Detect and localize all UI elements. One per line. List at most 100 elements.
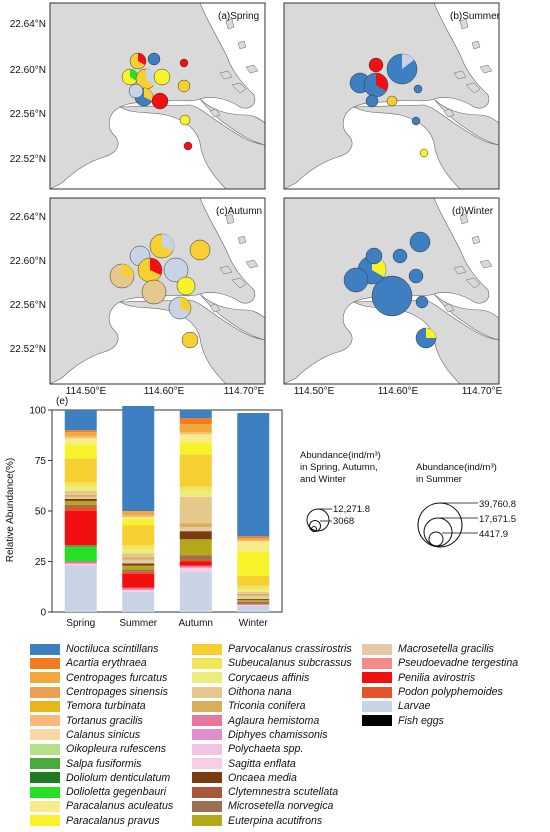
legend-swatch (30, 657, 60, 669)
y-tick-label: 22.64°N (10, 19, 46, 30)
legend-label: Paracalanus aculeatus (66, 800, 174, 813)
y-tick-label: 22.56°N (10, 300, 46, 311)
bar-segment (179, 567, 212, 572)
legend-swatch (192, 700, 222, 712)
legend-item: Microsetella norvegica (192, 799, 362, 813)
legend-label: Calanus sinicus (66, 728, 141, 741)
legend-swatch (192, 715, 222, 727)
bar-segment (64, 496, 97, 499)
bar-segment (64, 565, 97, 612)
bar-segment (179, 424, 212, 433)
bar-segment (237, 575, 270, 586)
legend-label: Pseudoevadne tergestina (398, 657, 519, 670)
bar-segment (237, 413, 270, 537)
legend-label: Dolioletta gegenbauri (66, 786, 167, 799)
legend-label: Podon polyphemoides (398, 686, 503, 699)
bar-segment (64, 458, 97, 483)
legend-label: Tortanus gracilis (66, 714, 143, 727)
bar-segment (179, 539, 212, 556)
legend-item: Centropages sinensis (30, 685, 192, 699)
legend-item: Oikopleura rufescens (30, 742, 192, 756)
y-tick-label: 22.56°N (10, 109, 46, 120)
legend-label: Clytemnestra scutellata (228, 786, 339, 799)
legend-item: Oncaea media (192, 771, 362, 785)
bar-segment (64, 504, 97, 507)
legend-item: Macrosetella gracilis (362, 642, 546, 656)
legend-item: Parvocalanus crassirostris (192, 642, 362, 656)
size-legend-title: and Winter (300, 474, 346, 485)
legend-item: Salpa fusiformis (30, 756, 192, 770)
legend-swatch (192, 786, 222, 798)
bar-segment (179, 496, 212, 524)
y-tick-label: 100 (29, 406, 46, 417)
map-panel-spring: (a)Spring (49, 2, 266, 190)
legend-swatch (30, 715, 60, 727)
bar-segment (122, 589, 155, 592)
legend-item: Aglaura hemistoma (192, 713, 362, 727)
x-tick-label: Summer (119, 618, 157, 629)
legend-swatch (192, 657, 222, 669)
legend-item: Subeucalanus subcrassus (192, 656, 362, 670)
map-y-axis-top: 22.64°N 22.60°N 22.56°N 22.52°N (10, 19, 46, 165)
bar-segment (179, 565, 212, 568)
x-tick-label: 114.50°E (66, 386, 107, 397)
size-circle (306, 508, 330, 532)
legend-label: Oncaea media (228, 771, 297, 784)
bar-segment (237, 591, 270, 594)
legend-item: Clytemnestra scutellata (192, 785, 362, 799)
legend-item: Acartia erythraea (30, 656, 192, 670)
station-pies (349, 53, 429, 158)
legend-label: Diphyes chamissonis (228, 728, 328, 741)
legend-swatch (192, 672, 222, 684)
x-tick-label: 114.60°E (144, 386, 185, 397)
bar-segment (179, 454, 212, 487)
legend-label: Centropages furcatus (66, 671, 168, 684)
y-tick-label: 22.60°N (10, 65, 46, 76)
legend-label: Fish eggs (398, 714, 444, 727)
bar-segment (64, 511, 97, 546)
legend-swatch (362, 672, 392, 684)
bar-segment (64, 545, 97, 548)
bar-segment (122, 517, 155, 520)
bar-segment (179, 531, 212, 540)
bar-segment (237, 589, 270, 592)
bar-segment (64, 486, 97, 491)
bar-segment (64, 432, 97, 437)
panel-label: (d)Winter (452, 206, 494, 217)
bar-segment (179, 571, 212, 612)
y-axis-ticks: 0 25 50 75 100 (29, 406, 52, 619)
size-legend-title: in Spring, Autumn, (300, 462, 378, 473)
station-pies (343, 231, 437, 349)
bar-segment (122, 405, 155, 511)
bar-segment (179, 527, 212, 532)
legend-label: Triconia conifera (228, 700, 306, 713)
size-value: 3068 (333, 516, 354, 527)
size-circle (311, 526, 317, 532)
legend-item: Larvae (362, 699, 546, 713)
legend-item: Podon polyphemoides (362, 685, 546, 699)
size-value: 12,271.8 (333, 504, 370, 515)
x-tick-label: Autumn (179, 618, 213, 629)
legend-label: Polychaeta spp. (228, 743, 304, 756)
bar-segment (122, 563, 155, 566)
legend-label: Parvocalanus crassirostris (228, 643, 352, 656)
stacked-bar-chart: (e) Relative Abundance(%) 0 25 50 75 100 Spr… (5, 396, 283, 629)
size-value: 39,760.8 (479, 499, 516, 510)
bar-segment (122, 549, 155, 554)
map-panel-winter: (d)Winter (283, 197, 500, 385)
bar-segment (64, 438, 97, 445)
bar-segment (64, 547, 97, 562)
legend-item: Noctiluca scintillans (30, 642, 192, 656)
y-tick-label: 50 (35, 507, 47, 518)
bar-segment (237, 593, 270, 596)
bar-segment (122, 559, 155, 564)
panel-label: (a)Spring (218, 11, 259, 22)
map-x-axis-right: 114.50°E 114.60°E 114.70°E (294, 386, 503, 397)
size-legend-left: Abundance(ind/m³) in Spring, Autumn, and… (300, 450, 381, 532)
y-tick-label: 0 (40, 608, 46, 619)
size-legend-right: Abundance(ind/m³) in Summer 39,760.8 17,… (416, 462, 516, 548)
chart-title: (e) (56, 396, 68, 407)
bar-segment (122, 587, 155, 590)
bar-segment (237, 598, 270, 600)
legend-label: Aglaura hemistoma (228, 714, 320, 727)
